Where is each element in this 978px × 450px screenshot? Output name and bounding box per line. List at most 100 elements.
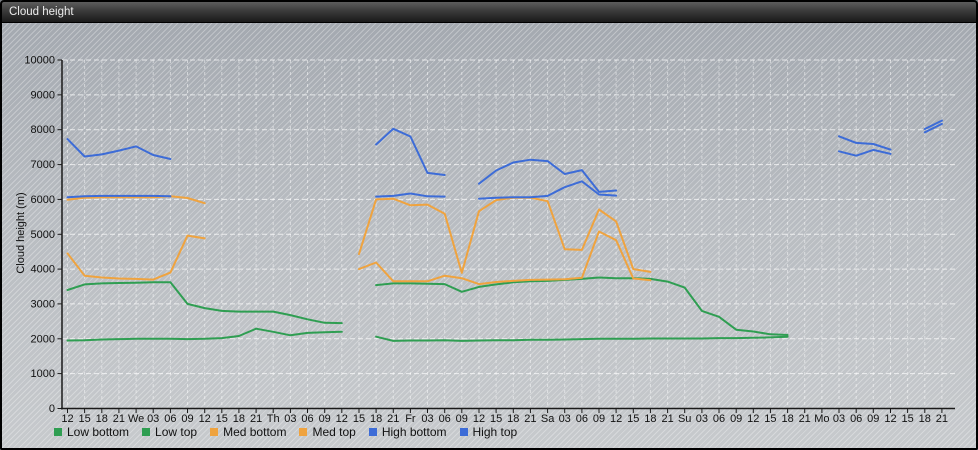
series-line-med-bottom [66, 234, 206, 281]
x-tick-label: 15 [627, 413, 639, 425]
x-tick-label: 15 [353, 413, 365, 425]
series-line-high-bottom [838, 148, 892, 157]
legend-marker-low-bottom [54, 428, 62, 436]
x-tick-label: 03 [284, 413, 296, 425]
legend-label-high-bottom: High bottom [381, 425, 447, 439]
series-line-med-top [66, 195, 206, 205]
x-tick-label: 12 [336, 413, 348, 425]
y-tick-label: 2000 [31, 333, 55, 345]
x-tick-label: 18 [507, 413, 519, 425]
x-tick-label: 03 [696, 413, 708, 425]
x-tick-label: 03 [559, 413, 571, 425]
series-line-high-top [838, 135, 892, 151]
y-tick-label: 5000 [31, 229, 55, 241]
x-tick-label: 06 [439, 413, 451, 425]
legend-item-med-top: Med top [299, 425, 356, 439]
y-tick-label: 7000 [31, 159, 55, 171]
x-tick-label: 09 [730, 413, 742, 425]
x-tick-label: 21 [936, 413, 948, 425]
legend-marker-high-top [459, 428, 468, 436]
x-tick-label: 18 [919, 413, 931, 425]
x-tick-label: 12 [747, 413, 759, 425]
series-line-high-top [375, 127, 446, 176]
y-axis-title: Cloud height (m) [15, 192, 27, 274]
legend-marker-med-top [299, 428, 308, 436]
y-tick-label: 8000 [31, 124, 55, 136]
y-tick-label: 3000 [31, 298, 55, 310]
legend-item-med-bottom: Med bottom [210, 425, 286, 439]
x-tick-label: 12 [610, 413, 622, 425]
y-tick-label: 4000 [31, 264, 55, 276]
x-tick-label: Su [678, 413, 691, 425]
x-tick-label: 06 [576, 413, 588, 425]
x-tick-label: 12 [199, 413, 211, 425]
window-title: Cloud height [9, 6, 74, 18]
series-line-high-bottom [66, 194, 172, 199]
series-line-low-bottom [66, 327, 343, 342]
x-tick-label: 15 [764, 413, 776, 425]
x-tick-label: 21 [250, 413, 262, 425]
y-tick-label: 6000 [31, 194, 55, 206]
y-tick-label: 0 [49, 403, 55, 415]
legend-label-med-top: Med top [312, 425, 356, 439]
x-tick-label: 15 [901, 413, 913, 425]
series-line-high-top [66, 138, 172, 160]
x-tick-label: 09 [181, 413, 193, 425]
x-tick-label: 18 [370, 413, 382, 425]
x-tick-label: 18 [644, 413, 656, 425]
x-tick-label: 03 [147, 413, 159, 425]
series-line-low-top [66, 281, 343, 325]
x-tick-label: 03 [833, 413, 845, 425]
legend-item-low-top: Low top [142, 425, 197, 439]
y-tick-label: 9000 [31, 89, 55, 101]
x-tick-label: 12 [473, 413, 485, 425]
x-tick-label: 06 [713, 413, 725, 425]
x-tick-label: 21 [799, 413, 811, 425]
legend-label-high-top: High top [472, 425, 518, 439]
legend-label-low-bottom: Low bottom [67, 425, 130, 439]
x-tick-label: 21 [387, 413, 399, 425]
series-line-high-bottom [923, 122, 943, 134]
legend-marker-high-bottom [368, 428, 377, 436]
series-line-low-bottom [375, 335, 789, 342]
x-tick-label: 06 [850, 413, 862, 425]
x-tick-label: 18 [781, 413, 793, 425]
x-tick-label: 21 [661, 413, 673, 425]
cloud-height-chart: 12 15 18 21 We 03 06 09 12 15 18 21 Th 03 06 09 12 15 18 21… [24, 55, 955, 425]
x-tick-label: 09 [456, 413, 468, 425]
x-tick-label: 21 [524, 413, 536, 425]
y-tick-label: 1000 [31, 368, 55, 380]
x-tick-label: We [128, 413, 144, 425]
series-line-high-top [478, 158, 618, 193]
x-tick-label: 06 [301, 413, 313, 425]
legend-label-med-bottom: Med bottom [223, 425, 287, 439]
x-tick-label: 06 [164, 413, 176, 425]
x-tick-label: Mo [814, 413, 829, 425]
series-line-high-bottom [478, 180, 618, 200]
x-tick-label: Th [267, 413, 280, 425]
x-tick-label: 03 [421, 413, 433, 425]
x-tick-label: 12 [61, 413, 73, 425]
legend-marker-low-top [142, 428, 151, 436]
x-tick-label: Fr [405, 413, 416, 425]
series-line-high-bottom [375, 192, 446, 198]
legend-item-low-bottom: Low bottom [54, 425, 129, 439]
legend: Low bottom Low top Med bottom Med top High b… [54, 425, 530, 439]
series-line-med-bottom [358, 230, 652, 286]
x-tick-label: 15 [216, 413, 228, 425]
y-tick-label: 10000 [24, 55, 55, 67]
series-line-high-top [923, 119, 943, 130]
x-tick-label: 15 [78, 413, 90, 425]
x-tick-label: 09 [867, 413, 879, 425]
x-tick-label: 21 [113, 413, 125, 425]
legend-item-high-top: High top [459, 425, 518, 439]
x-tick-label: 15 [490, 413, 502, 425]
legend-marker-med-bottom [210, 428, 219, 436]
x-tick-label: 18 [233, 413, 245, 425]
legend-item-high-bottom: High bottom [368, 425, 447, 439]
series-line-med-top [358, 196, 652, 274]
title-bar: Cloud height [2, 2, 976, 23]
legend-label-low-top: Low top [155, 425, 198, 439]
x-tick-label: Sa [541, 413, 555, 425]
series-line-low-top [375, 276, 789, 336]
